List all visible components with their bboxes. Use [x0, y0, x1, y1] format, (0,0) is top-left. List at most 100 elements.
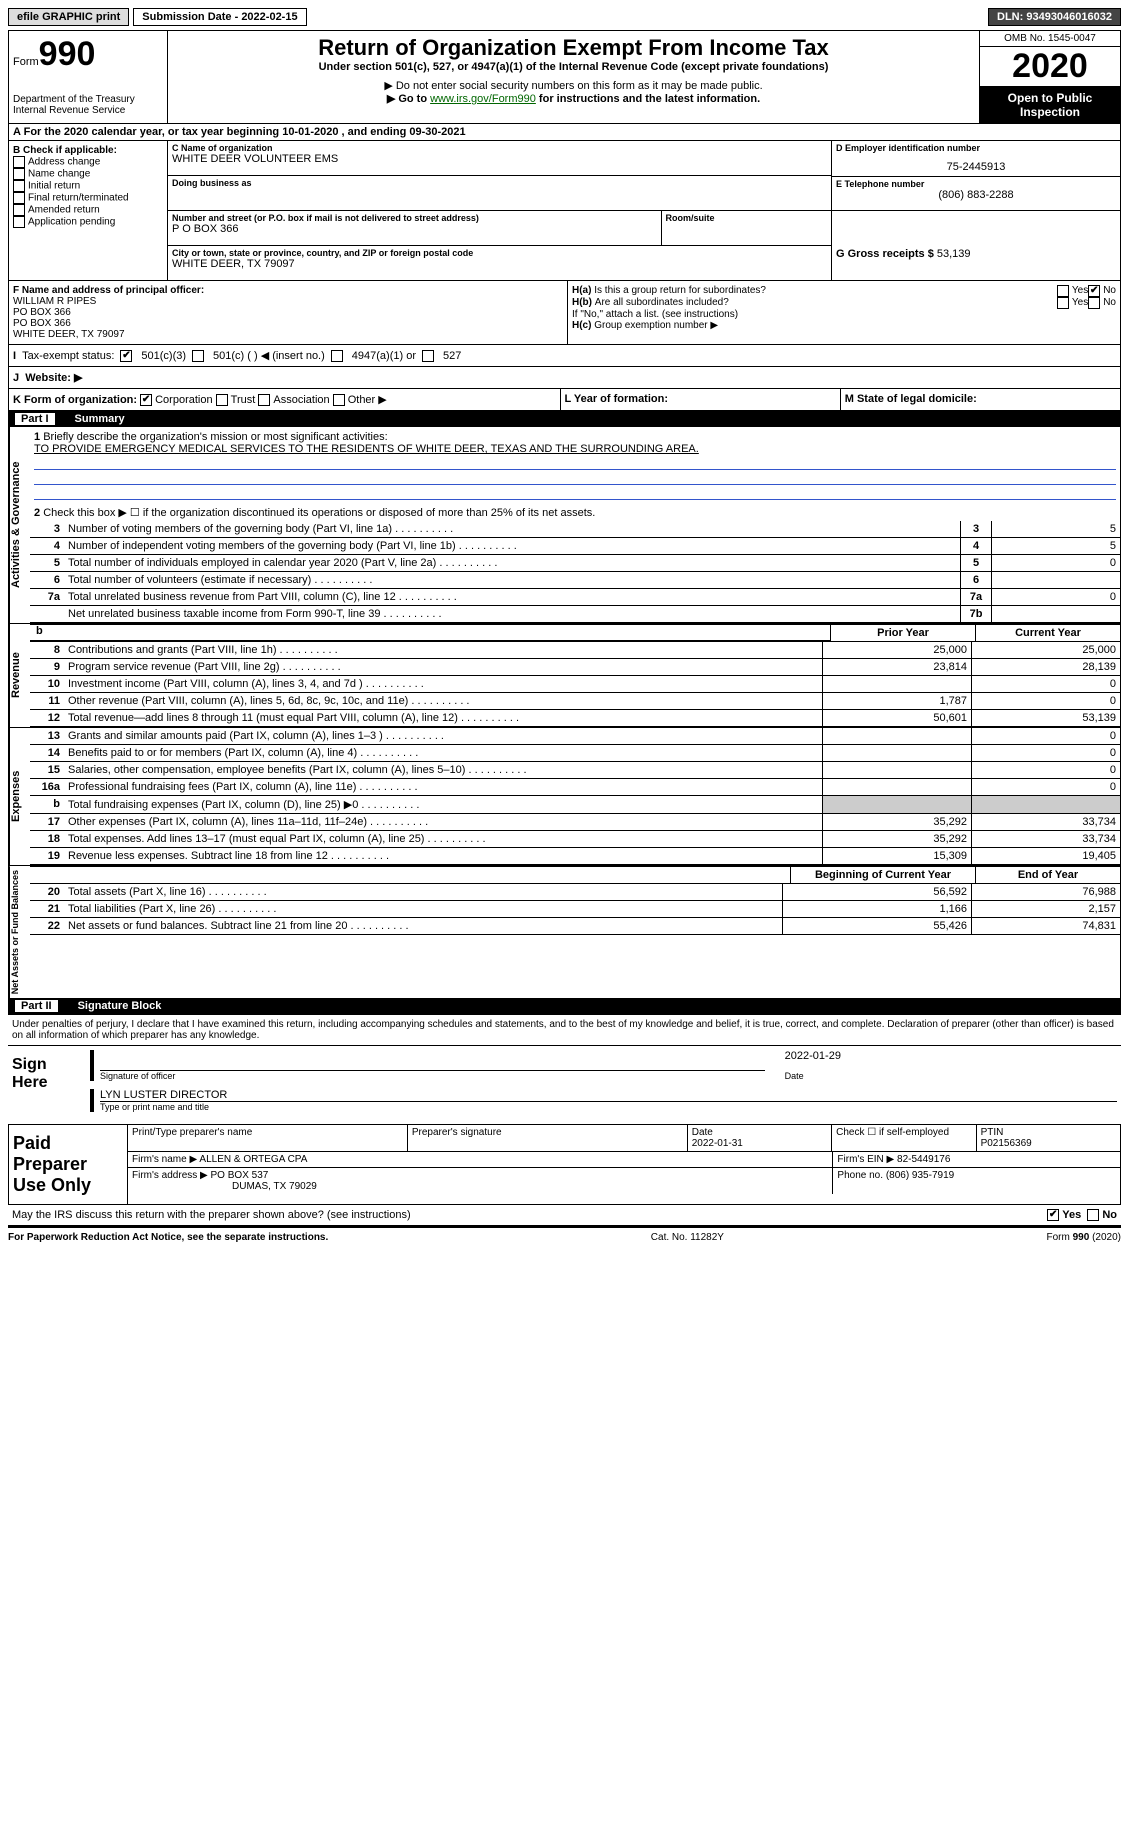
rev-side-label: Revenue	[9, 624, 30, 727]
form-container: Form990 Department of the Treasury Inter…	[8, 30, 1121, 1015]
name-title-label: Type or print name and title	[100, 1102, 1117, 1112]
name-change-checkbox[interactable]	[13, 168, 25, 180]
line-2: 2 Check this box ▶ ☐ if the organization…	[30, 504, 1120, 521]
finance-line: 9Program service revenue (Part VIII, lin…	[30, 659, 1120, 676]
exp-side-label: Expenses	[9, 728, 30, 865]
summary-line: 6Total number of volunteers (estimate if…	[30, 572, 1120, 589]
finance-line: 12Total revenue—add lines 8 through 11 (…	[30, 710, 1120, 727]
finance-line: 17Other expenses (Part IX, column (A), l…	[30, 814, 1120, 831]
box-g	[832, 211, 1120, 246]
box-b-title: B Check if applicable:	[13, 145, 163, 156]
warning-1: ▶ Do not enter social security numbers o…	[176, 79, 971, 92]
finance-line: 20Total assets (Part X, line 16)56,59276…	[30, 884, 1120, 901]
ha-no-checkbox[interactable]	[1088, 285, 1100, 297]
footer: For Paperwork Reduction Act Notice, see …	[8, 1227, 1121, 1247]
ha-yes-checkbox[interactable]	[1057, 285, 1069, 297]
city-value: WHITE DEER, TX 79097	[172, 258, 827, 270]
mission-text: TO PROVIDE EMERGENCY MEDICAL SERVICES TO…	[34, 443, 1116, 455]
finance-line: 22Net assets or fund balances. Subtract …	[30, 918, 1120, 935]
discuss-row: May the IRS discuss this return with the…	[8, 1205, 1121, 1227]
submission-date: Submission Date - 2022-02-15	[133, 8, 306, 26]
hb-yes-checkbox[interactable]	[1057, 297, 1069, 309]
finance-line: 10Investment income (Part VIII, column (…	[30, 676, 1120, 693]
501c-checkbox[interactable]	[192, 350, 204, 362]
4947-checkbox[interactable]	[331, 350, 343, 362]
public-inspection: Open to Public Inspection	[980, 87, 1120, 123]
discuss-yes-checkbox[interactable]	[1047, 1209, 1059, 1221]
form-label: Form	[13, 56, 39, 68]
hb-no-checkbox[interactable]	[1088, 297, 1100, 309]
form-id-box: Form990 Department of the Treasury Inter…	[9, 31, 168, 123]
discuss-no-checkbox[interactable]	[1087, 1209, 1099, 1221]
city-box: City or town, state or province, country…	[168, 246, 832, 280]
summary-line: 7aTotal unrelated business revenue from …	[30, 589, 1120, 606]
sign-date: 2022-01-29	[765, 1050, 1117, 1071]
finance-line: 18Total expenses. Add lines 13–17 (must …	[30, 831, 1120, 848]
officer-name: LYN LUSTER DIRECTOR	[100, 1089, 1117, 1102]
box-h: H(a) Is this a group return for subordin…	[568, 281, 1120, 344]
box-b: B Check if applicable: Address change Na…	[9, 141, 168, 280]
amended-checkbox[interactable]	[13, 204, 25, 216]
app-pending-checkbox[interactable]	[13, 216, 25, 228]
sig-date-label: Date	[765, 1071, 1117, 1081]
other-checkbox[interactable]	[333, 394, 345, 406]
finance-line: 8Contributions and grants (Part VIII, li…	[30, 642, 1120, 659]
street-address: P O BOX 366	[172, 223, 657, 235]
tax-year: 2020	[980, 46, 1120, 87]
omb-number: OMB No. 1545-0047	[980, 31, 1120, 46]
sig-officer-label: Signature of officer	[100, 1071, 765, 1081]
finance-line: 19Revenue less expenses. Subtract line 1…	[30, 848, 1120, 865]
website-row: J Website: ▶	[9, 367, 1120, 389]
finance-line: 13Grants and similar amounts paid (Part …	[30, 728, 1120, 745]
finance-line: 21Total liabilities (Part X, line 26)1,1…	[30, 901, 1120, 918]
phone-value: (806) 883-2288	[836, 189, 1116, 201]
net-side-label: Net Assets or Fund Balances	[9, 866, 30, 998]
preparer-title: Paid Preparer Use Only	[9, 1125, 128, 1204]
period-row: A For the 2020 calendar year, or tax yea…	[9, 124, 1120, 141]
perjury-text: Under penalties of perjury, I declare th…	[8, 1015, 1121, 1045]
addr-box: Number and street (or P.O. box if mail i…	[168, 211, 662, 246]
assoc-checkbox[interactable]	[258, 394, 270, 406]
corp-checkbox[interactable]	[140, 394, 152, 406]
klm-row: K Form of organization: Corporation Trus…	[9, 389, 1120, 411]
dept-label: Department of the Treasury Internal Reve…	[13, 94, 163, 116]
part-ii-header: Part II Signature Block	[9, 998, 1120, 1014]
box-f: F Name and address of principal officer:…	[9, 281, 568, 344]
sign-here-label: Sign Here	[8, 1046, 86, 1124]
form-number: 990	[39, 35, 96, 73]
addr-change-checkbox[interactable]	[13, 156, 25, 168]
form-title: Return of Organization Exempt From Incom…	[176, 35, 971, 61]
ein-value: 75-2445913	[836, 153, 1116, 173]
527-checkbox[interactable]	[422, 350, 434, 362]
dln-label: DLN: 93493046016032	[988, 8, 1121, 26]
warning-2: ▶ Go to www.irs.gov/Form990 for instruct…	[176, 92, 971, 105]
form-subtitle: Under section 501(c), 527, or 4947(a)(1)…	[176, 61, 971, 73]
initial-return-checkbox[interactable]	[13, 180, 25, 192]
year-box: OMB No. 1545-0047 2020 Open to Public In…	[979, 31, 1120, 123]
efile-button[interactable]: efile GRAPHIC print	[8, 8, 129, 26]
tax-status-row: I Tax-exempt status: 501(c)(3) 501(c) ( …	[9, 345, 1120, 367]
finance-line: bTotal fundraising expenses (Part IX, co…	[30, 796, 1120, 814]
paid-preparer-block: Paid Preparer Use Only Print/Type prepar…	[8, 1125, 1121, 1205]
top-toolbar: efile GRAPHIC print Submission Date - 20…	[8, 8, 1121, 26]
mission-block: 1 Briefly describe the organization's mi…	[30, 427, 1120, 504]
summary-line: 5Total number of individuals employed in…	[30, 555, 1120, 572]
begin-end-header: Beginning of Current Year End of Year	[30, 866, 1120, 884]
501c3-checkbox[interactable]	[120, 350, 132, 362]
summary-line: 3Number of voting members of the governi…	[30, 521, 1120, 538]
gross-receipts: G Gross receipts $ 53,139	[832, 246, 1120, 280]
room-box: Room/suite	[662, 211, 833, 246]
dba-box: Doing business as	[168, 176, 832, 211]
form-title-box: Return of Organization Exempt From Incom…	[168, 31, 979, 123]
trust-checkbox[interactable]	[216, 394, 228, 406]
org-name: WHITE DEER VOLUNTEER EMS	[172, 153, 827, 165]
finance-line: 11Other revenue (Part VIII, column (A), …	[30, 693, 1120, 710]
box-d: D Employer identification number 75-2445…	[832, 141, 1120, 176]
prior-curr-header: b Prior Year Current Year	[30, 624, 1120, 642]
box-e: E Telephone number (806) 883-2288	[832, 176, 1120, 211]
instructions-link[interactable]: www.irs.gov/Form990	[430, 93, 536, 105]
final-return-checkbox[interactable]	[13, 192, 25, 204]
box-c-name: C Name of organization WHITE DEER VOLUNT…	[168, 141, 832, 176]
finance-line: 15Salaries, other compensation, employee…	[30, 762, 1120, 779]
finance-line: 16aProfessional fundraising fees (Part I…	[30, 779, 1120, 796]
